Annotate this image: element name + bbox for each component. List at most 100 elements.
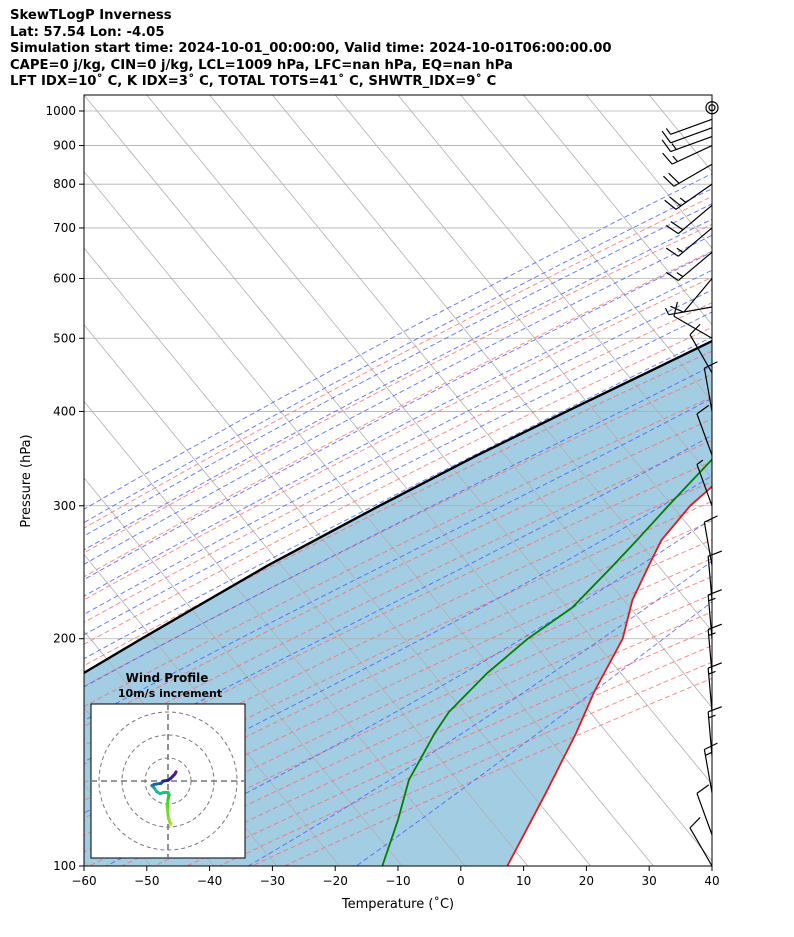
wind-barb-staff: [707, 629, 713, 674]
isotherm-line: [397, 95, 712, 479]
profile-lines-layer: [84, 339, 712, 866]
wind-barb-staff: [673, 315, 713, 339]
wind-barb: [689, 817, 713, 867]
wind-barb-staff: [703, 749, 713, 793]
wind-barb-flag: [669, 196, 682, 207]
temperature-line: [506, 485, 712, 866]
wind-barb-flag: [663, 175, 675, 187]
wind-barb-staff: [683, 278, 713, 313]
wind-barb-flag: [662, 152, 673, 165]
wind-barb-flag: [704, 361, 718, 369]
y-tick-label: 600: [53, 271, 76, 285]
y-tick-label: 100: [53, 859, 76, 873]
wind-barb-half-flag: [664, 307, 670, 315]
wind-barb-calm-inner: [708, 104, 716, 112]
wind-barb-flag: [696, 404, 710, 415]
chart-header: SkewTLogP Inverness Lat: 57.54 Lon: -4.0…: [10, 8, 612, 91]
wind-barb: [703, 515, 718, 566]
wind-barb-staff: [707, 711, 713, 756]
wind-barb-half-flag: [708, 714, 716, 719]
hodograph-trace: [165, 804, 170, 817]
y-tick-label: 700: [53, 221, 76, 235]
wind-barb-flag: [696, 784, 710, 794]
wind-barb: [670, 278, 713, 313]
axes-layer: −60 −50 −40 −30 −20 −10 0 10 20 30 40 100 200 300 400 5…: [45, 104, 719, 888]
wind-barb-staff: [703, 368, 713, 412]
background-lines-layer: [84, 95, 794, 866]
wind-barb-flag: [707, 662, 722, 669]
wind-barb: [696, 784, 713, 835]
wind-barb-staff: [673, 163, 713, 187]
wind-barb-flag: [661, 139, 672, 152]
x-tick-label: −20: [323, 874, 348, 888]
wind-barb-staff: [696, 793, 713, 835]
mixing-ratio-line: [736, 95, 794, 279]
isotherm-line: [146, 95, 712, 785]
wind-barb: [661, 135, 713, 153]
wind-barb: [696, 459, 713, 506]
wind-barb: [662, 145, 713, 165]
wind-barb-flag: [707, 623, 722, 630]
dry-adiabat-line: [84, 195, 712, 529]
y-tick-label: 1000: [45, 104, 76, 118]
isotherm-line: [84, 477, 403, 866]
wind-barb-flag: [670, 305, 684, 313]
wind-barb-half-flag: [672, 155, 679, 162]
moist-adiabat-line: [84, 434, 712, 763]
wind-barb: [707, 550, 722, 601]
x-tick-label: −50: [134, 874, 159, 888]
wind-barb: [707, 623, 722, 674]
y-axis-label: Pressure (hPa): [19, 434, 34, 527]
wind-barb-staff: [677, 227, 713, 257]
x-tick-label: −60: [71, 874, 96, 888]
isotherm-line: [84, 170, 654, 866]
moist-adiabat-line: [84, 173, 712, 510]
wind-barb-staff: [677, 204, 713, 235]
isotherm-line: [84, 860, 89, 866]
wind-barb-half-flag: [708, 670, 716, 675]
dry-adiabat-line: [84, 418, 712, 727]
index-line: LFT IDX=10˚ C, K IDX=3˚ C, TOTAL TOTS=41…: [10, 74, 497, 90]
parcel-profile-line: [84, 339, 712, 675]
dry-adiabat-line: [84, 276, 712, 601]
wind-barb: [673, 302, 713, 339]
wind-barb: [696, 404, 713, 456]
wind-barbs-layer: [661, 101, 722, 867]
dewpoint-line: [381, 458, 712, 866]
isotherm-line: [84, 324, 529, 866]
wind-barb-flag: [661, 130, 672, 144]
wind-barb-flag: [665, 271, 679, 282]
x-tick-label: −40: [197, 874, 222, 888]
wind-barb: [665, 227, 713, 257]
dry-adiabat-line: [84, 302, 712, 623]
wind-barb-staff: [696, 464, 713, 506]
isotherm-line: [460, 95, 712, 402]
wind-barb-flag: [665, 224, 679, 235]
wind-barb: [664, 183, 713, 210]
hodograph: Wind Profile 10m/s increment: [90, 671, 246, 859]
wind-barb-half-flag: [708, 632, 716, 636]
wind-barb-staff: [675, 183, 713, 210]
wind-barb-flag: [673, 302, 679, 317]
wind-barb-half-flag: [696, 459, 704, 465]
wind-barb: [663, 163, 713, 187]
isotherm-line: [84, 95, 712, 862]
x-axis-label: Temperature (˚C): [341, 896, 454, 912]
isotherm-line: [84, 247, 591, 866]
wind-barb-half-flag: [708, 597, 716, 602]
wind-barb-staff: [668, 306, 713, 316]
wind-barb-flag: [707, 706, 722, 713]
hodograph-title: Wind Profile: [126, 671, 209, 685]
wind-barb: [707, 589, 722, 639]
y-tick-label: 500: [53, 331, 76, 345]
moist-adiabat-line: [84, 188, 712, 524]
wind-barb-staff: [707, 594, 713, 639]
x-tick-label: −10: [385, 874, 410, 888]
wind-barb: [661, 127, 713, 144]
x-tick-label: 10: [516, 874, 531, 888]
wind-barb-flag: [668, 172, 680, 184]
wind-barb-flag: [689, 323, 701, 336]
moist-adiabat-line: [84, 234, 712, 565]
wind-barb-staff: [671, 145, 713, 165]
